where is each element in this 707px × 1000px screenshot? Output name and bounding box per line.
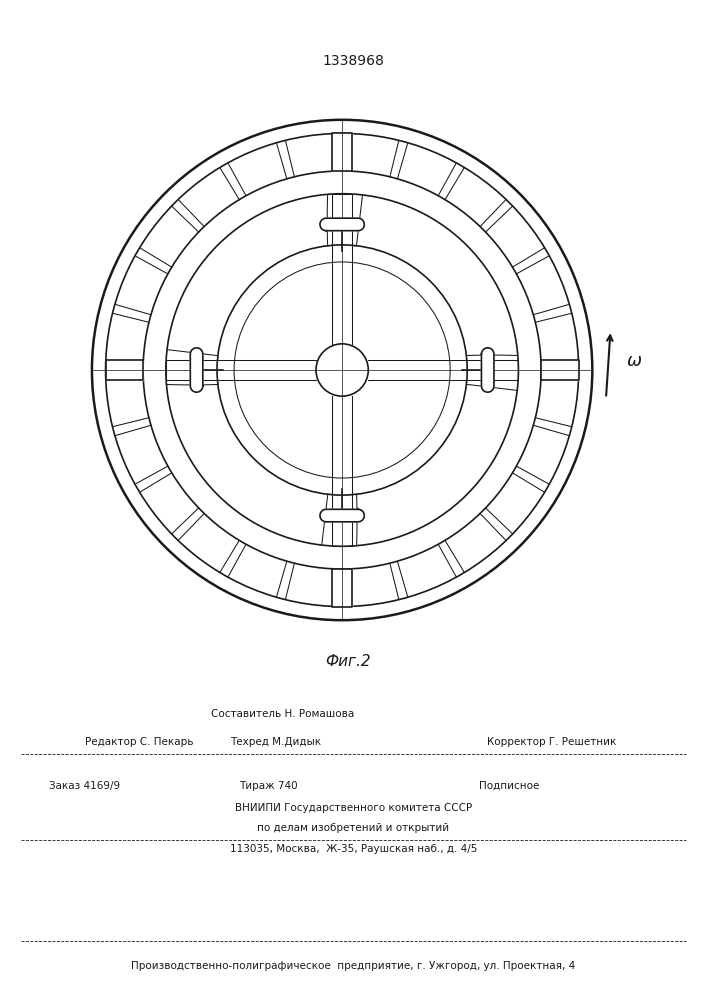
Text: $\omega$: $\omega$ bbox=[626, 352, 643, 370]
Text: Производственно-полиграфическое  предприятие, г. Ужгород, ул. Проектная, 4: Производственно-полиграфическое предприя… bbox=[132, 961, 575, 971]
Polygon shape bbox=[332, 133, 352, 171]
Text: по делам изобретений и открытий: по делам изобретений и открытий bbox=[257, 823, 450, 833]
Text: Тираж 740: Тираж 740 bbox=[240, 781, 298, 791]
Polygon shape bbox=[332, 569, 352, 607]
Polygon shape bbox=[320, 218, 364, 231]
Text: Составитель Н. Ромашова: Составитель Н. Ромашова bbox=[211, 709, 354, 719]
Polygon shape bbox=[320, 509, 364, 522]
Polygon shape bbox=[541, 360, 578, 380]
Polygon shape bbox=[481, 348, 494, 392]
Polygon shape bbox=[190, 348, 203, 392]
Text: Подписное: Подписное bbox=[479, 781, 539, 791]
Text: Корректор Г. Решетник: Корректор Г. Решетник bbox=[487, 737, 616, 747]
Text: Заказ 4169/9: Заказ 4169/9 bbox=[49, 781, 121, 791]
Text: 113035, Москва,  Ж-35, Раушская наб., д. 4/5: 113035, Москва, Ж-35, Раушская наб., д. … bbox=[230, 844, 477, 854]
Polygon shape bbox=[105, 360, 143, 380]
Text: Фиг.2: Фиг.2 bbox=[325, 654, 370, 669]
Text: 1338968: 1338968 bbox=[322, 54, 385, 68]
Text: Техред М.Дидык: Техред М.Дидык bbox=[230, 737, 321, 747]
Text: ВНИИПИ Государственного комитета СССР: ВНИИПИ Государственного комитета СССР bbox=[235, 803, 472, 813]
Text: Редактор С. Пекарь: Редактор С. Пекарь bbox=[85, 737, 193, 747]
